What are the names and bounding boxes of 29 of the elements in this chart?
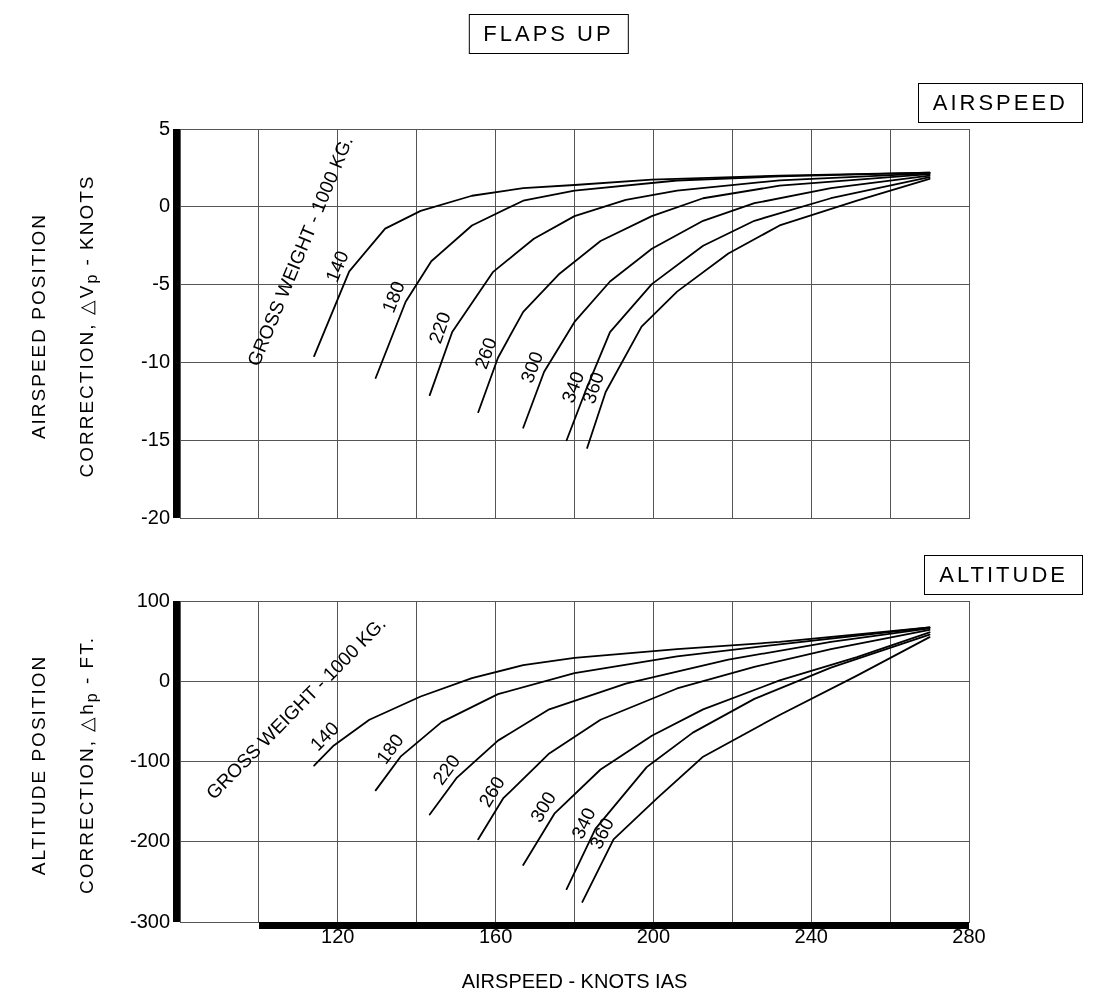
text: 180: [371, 729, 408, 768]
text: 220: [424, 309, 455, 347]
text: 260: [474, 772, 509, 811]
x-tick-label: 240: [794, 924, 828, 947]
text: FLAPS UP: [468, 14, 629, 54]
y-tick-label: -10: [141, 349, 170, 372]
y-tick-label: 100: [136, 588, 170, 611]
chart-title: AIRSPEED: [917, 83, 1083, 123]
x-tick-label: 280: [952, 924, 986, 947]
text: 140: [321, 247, 353, 285]
y-tick-label: -15: [141, 427, 170, 450]
chart-title: ALTITUDE: [924, 555, 1083, 595]
x-tick-label: 160: [478, 924, 513, 947]
x-axis-title: AIRSPEED - KNOTS IAS: [461, 969, 688, 992]
x-tick-label: 200: [636, 924, 671, 947]
text: 220: [428, 750, 465, 789]
y-tick-label: -200: [129, 829, 170, 852]
y-tick-label: 5: [158, 116, 170, 139]
text: 300: [525, 787, 561, 826]
x-tick-label: 120: [321, 924, 355, 947]
y-tick-label: -20: [141, 505, 170, 528]
y-tick-label: -100: [129, 749, 170, 772]
y-tick-label: 0: [158, 668, 170, 691]
y-tick-label: 0: [158, 194, 170, 217]
text: 300: [516, 348, 548, 386]
y-tick-label: -5: [152, 272, 170, 295]
text: 260: [470, 334, 501, 372]
y-tick-label: -300: [129, 909, 170, 932]
text: 180: [377, 278, 409, 316]
